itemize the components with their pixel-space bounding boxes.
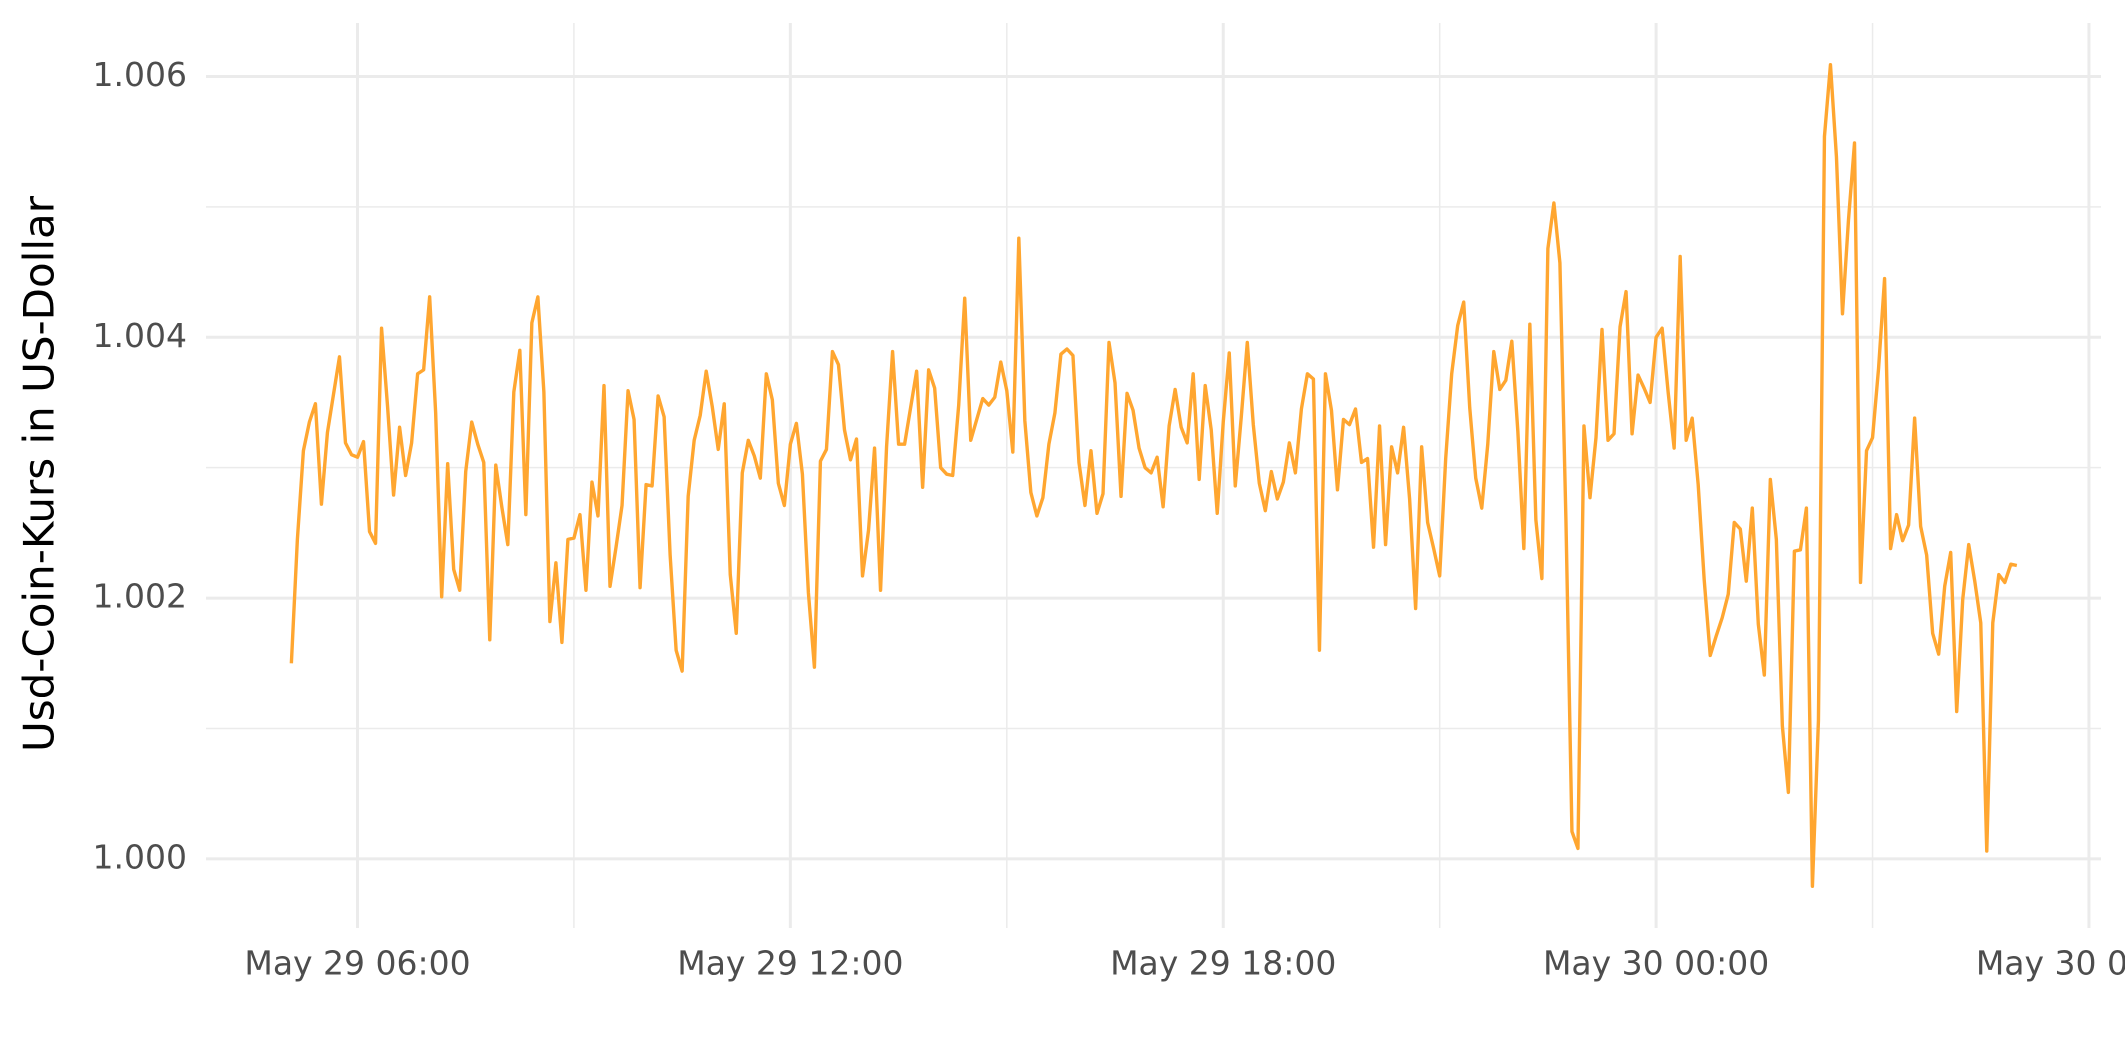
y-tick-label: 1.006 bbox=[93, 55, 187, 94]
x-tick-label: May 30 00:00 bbox=[1543, 944, 1769, 983]
x-tick-label: May 29 12:00 bbox=[677, 944, 903, 983]
y-axis-title: Usd-Coin-Kurs in US-Dollar bbox=[15, 195, 64, 752]
plot bbox=[289, 63, 2018, 888]
x-tick-label: May 29 06:00 bbox=[244, 944, 470, 983]
x-tick-label: May 29 18:00 bbox=[1110, 944, 1336, 983]
x-tick-label: May 30 06:00 bbox=[1976, 944, 2125, 983]
y-tick-label: 1.004 bbox=[93, 316, 187, 355]
grid bbox=[206, 23, 2101, 928]
line bbox=[289, 63, 2018, 888]
y-tick-label: 1.000 bbox=[93, 837, 187, 876]
y-tick-label: 1.002 bbox=[93, 577, 187, 616]
